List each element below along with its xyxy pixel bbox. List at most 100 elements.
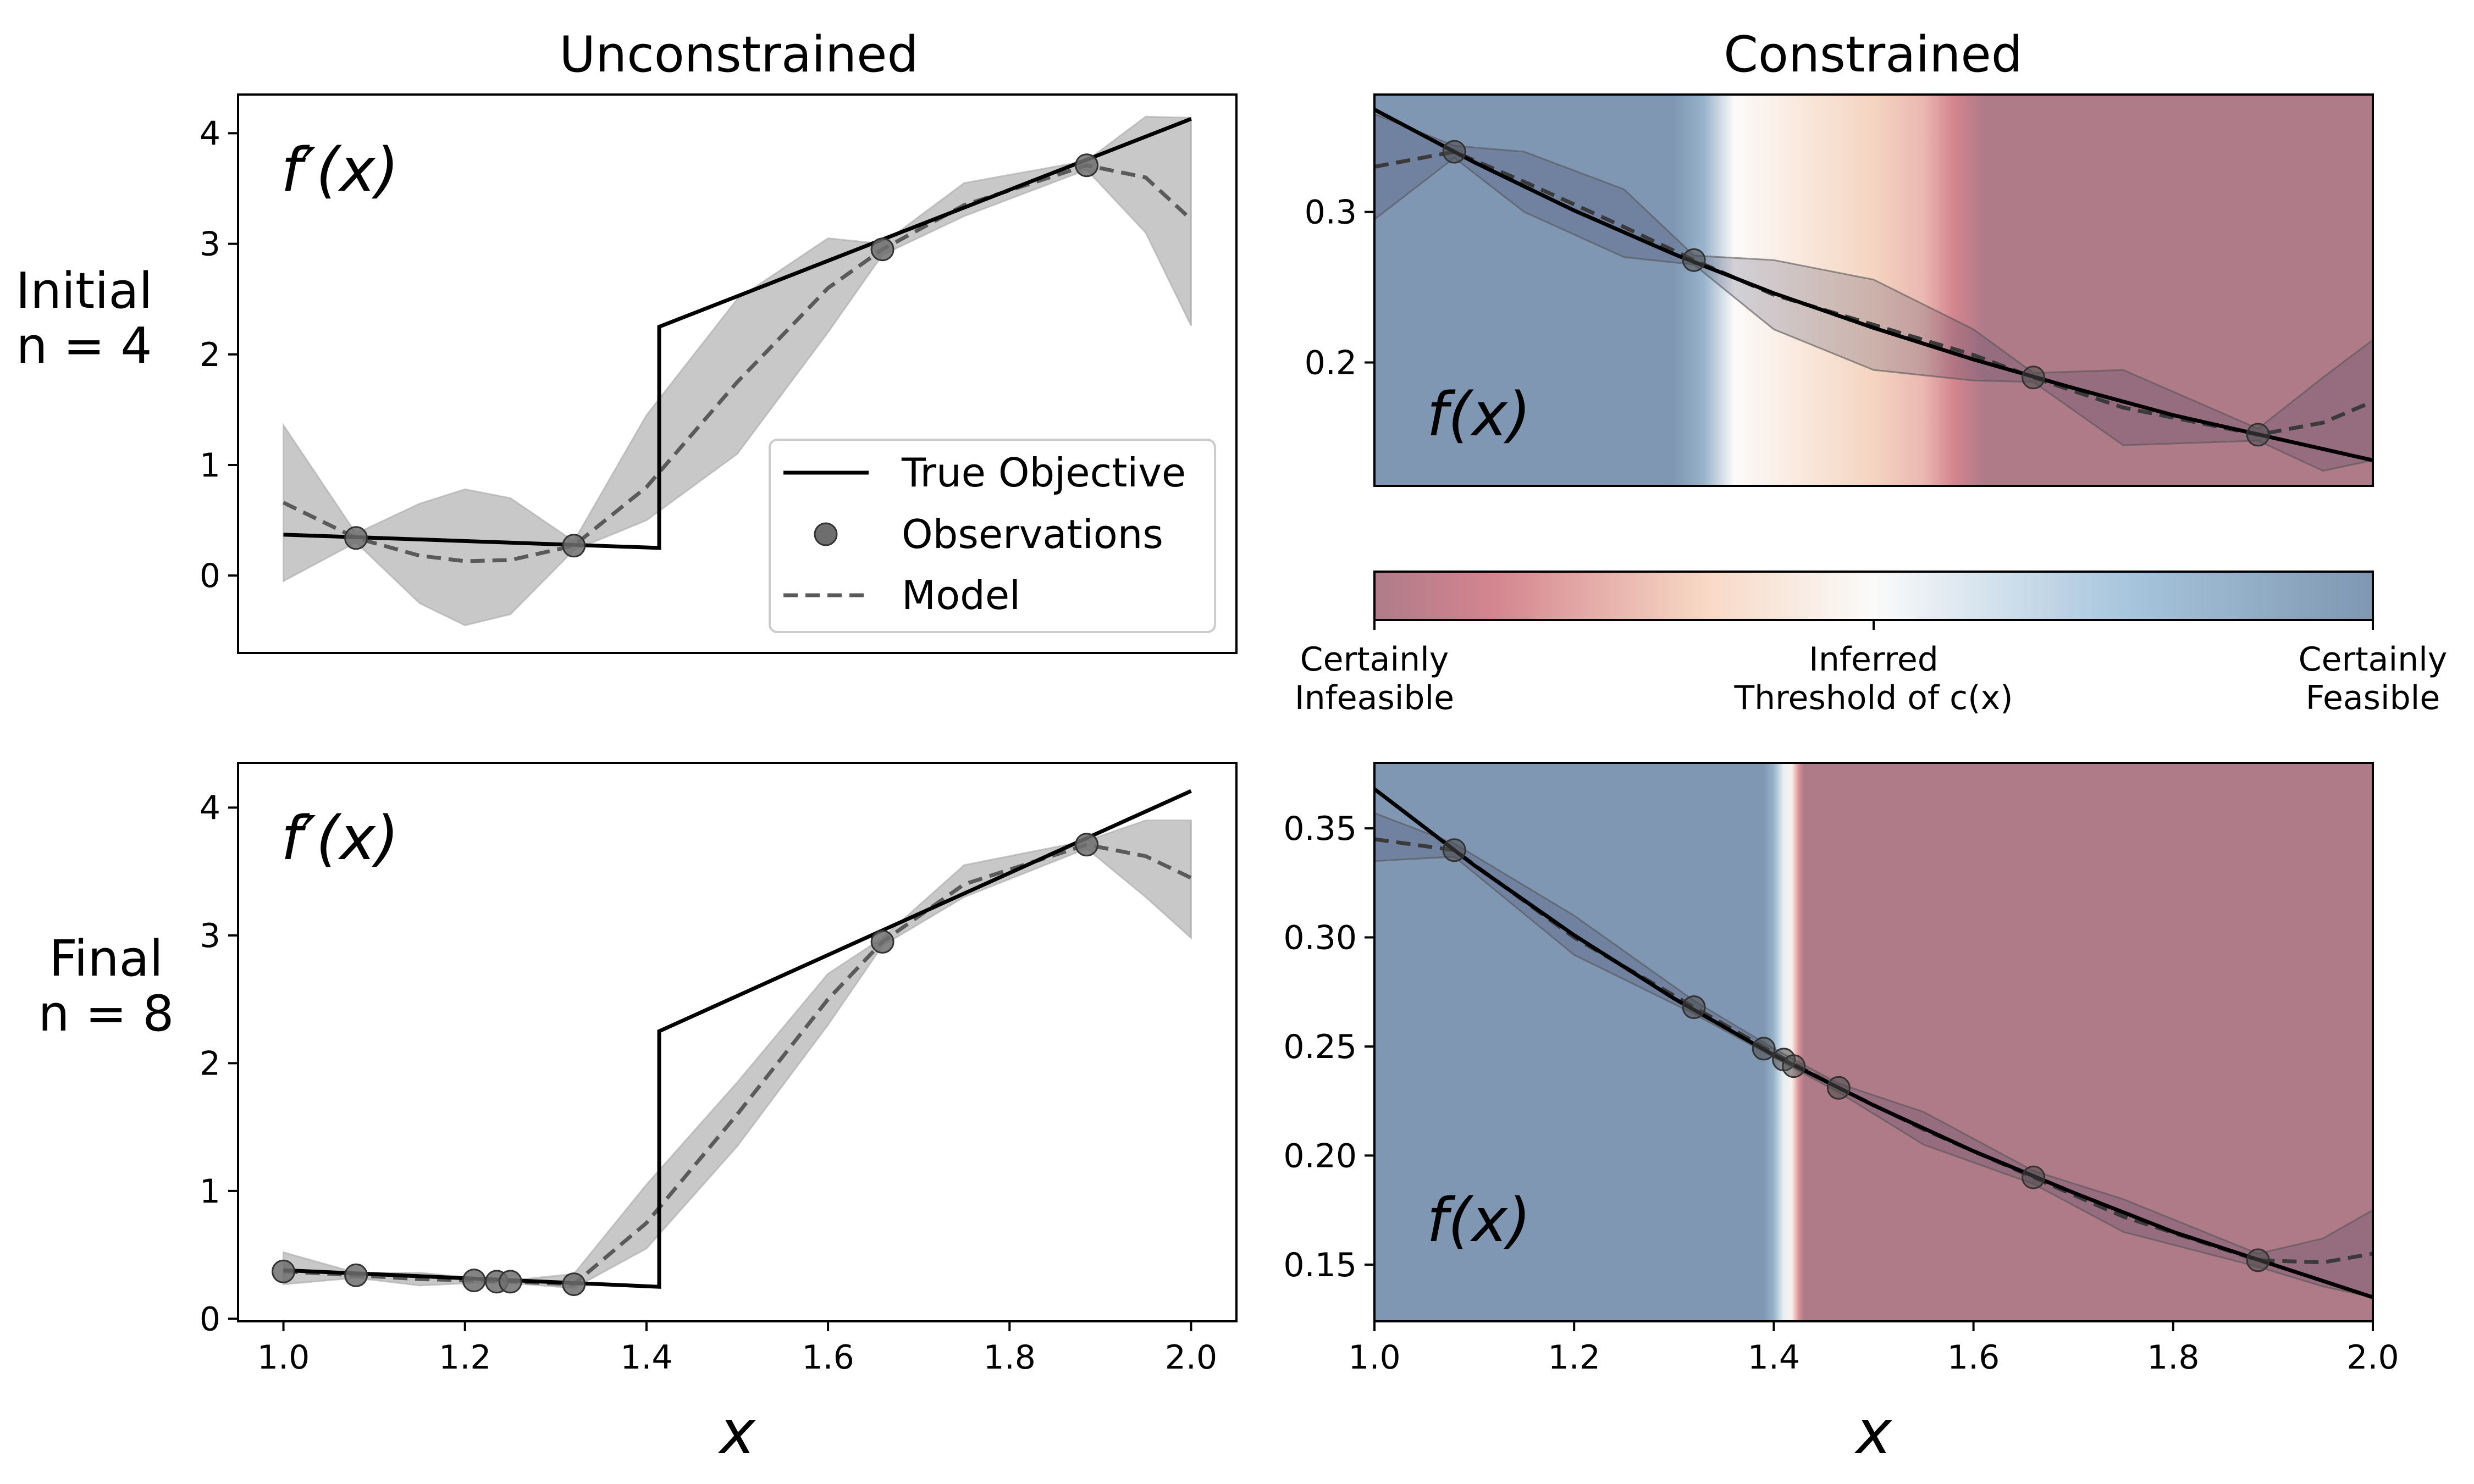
- colorbar-label-infeasible-line2: Infeasible: [1295, 679, 1454, 717]
- row-label-initial-line2: n = 4: [16, 317, 152, 375]
- colorbar-label-feasible-line1: Certainly: [2299, 640, 2448, 679]
- observation-point: [1075, 833, 1099, 857]
- feasibility-background: [1374, 95, 2373, 486]
- column-title-constrained: Constrained: [1724, 26, 2023, 84]
- colorbar-label-feasible-line2: Feasible: [2306, 679, 2440, 717]
- legend-true-objective-label: True Objective: [901, 450, 1186, 496]
- observation-point: [1782, 1054, 1806, 1078]
- x-tick-label: 1.6: [802, 1338, 854, 1377]
- panel-function-label: f(x): [1427, 1185, 1531, 1255]
- observation-point: [562, 1272, 586, 1297]
- y-tick-label: 2: [200, 1044, 220, 1083]
- x-axis-label: x: [1854, 1397, 1892, 1468]
- panel-function-label: f(x): [1427, 379, 1531, 450]
- x-tick-label: 1.2: [439, 1338, 491, 1377]
- legend-observations-swatch: [814, 522, 838, 546]
- x-tick-label: 1.0: [1348, 1338, 1400, 1377]
- observation-point: [2246, 1248, 2270, 1272]
- x-tick-label: 2.0: [2346, 1338, 2399, 1377]
- confidence-band: [283, 115, 1192, 627]
- y-tick-label: 0.35: [1283, 810, 1357, 848]
- panel-unconstrained-initial: 0 1 2 3 4 f′(x): [200, 93, 1238, 654]
- y-tick-label: 4: [200, 114, 220, 153]
- y-tick-label: 2: [200, 336, 220, 374]
- axes-frame: [237, 93, 1238, 654]
- observation-point: [2022, 366, 2046, 390]
- observation-point: [1075, 153, 1099, 178]
- plot-area: [1374, 763, 2373, 1321]
- observation-point: [1826, 1076, 1851, 1100]
- observation-point: [562, 534, 586, 558]
- axes-frame: [1373, 93, 2374, 487]
- x-tick-label: 1.0: [257, 1338, 310, 1377]
- true-objective-line: [283, 789, 1192, 1289]
- feasibility-background: [1374, 763, 2373, 1321]
- observation-point: [1442, 140, 1466, 164]
- model-mean-line: [283, 843, 1192, 1287]
- plot-area: [272, 789, 1192, 1297]
- true-objective-line: [283, 117, 1192, 550]
- true-objective-line: [1374, 787, 2373, 1299]
- y-tick-label: 3: [200, 225, 220, 264]
- y-tick-label: 0.3: [1305, 193, 1357, 232]
- observation-point: [1682, 248, 1706, 272]
- panel-function-label: f′(x): [281, 803, 399, 873]
- observation-point: [462, 1269, 486, 1293]
- observation-point: [1682, 995, 1706, 1019]
- x-tick-label: 1.8: [984, 1338, 1036, 1377]
- observation-point: [870, 930, 894, 954]
- x-tick-label: 1.8: [2147, 1338, 2199, 1377]
- panel-unconstrained-final: 0 1 2 3 4 1.0 1.2 1.4 1.6 1.8 2.0 x f′(x): [200, 762, 1238, 1468]
- colorbar: Certainly Infeasible Inferred Threshold …: [1295, 571, 2448, 717]
- y-tick-label: 0: [200, 1300, 220, 1338]
- legend-model-label: Model: [902, 572, 1020, 618]
- plot-area: [1374, 95, 2373, 486]
- colorbar-label-threshold-line2: Threshold of c(x): [1734, 679, 2013, 717]
- y-tick-label: 0.20: [1283, 1137, 1357, 1175]
- row-label-final-line1: Final: [49, 930, 163, 988]
- y-tick-label: 4: [200, 789, 220, 827]
- row-label-final-line2: n = 8: [38, 985, 174, 1043]
- axes-frame: [1373, 762, 2374, 1322]
- panel-function-label: f′(x): [281, 135, 399, 205]
- observation-point: [870, 237, 894, 262]
- confidence-band: [1374, 113, 2373, 472]
- x-tick-label: 1.4: [1748, 1338, 1800, 1377]
- observation-point: [1442, 838, 1466, 862]
- confidence-band: [283, 819, 1192, 1289]
- axes-frame: [237, 762, 1238, 1322]
- y-tick-label: 0.30: [1283, 919, 1357, 957]
- legend: True Objective Observations Model: [769, 439, 1216, 633]
- x-tick-label: 1.2: [1548, 1338, 1600, 1377]
- legend-frame: [769, 439, 1216, 633]
- y-tick-label: 1: [200, 1172, 220, 1211]
- observation-point: [344, 526, 368, 550]
- x-tick-label: 2.0: [1165, 1338, 1217, 1377]
- colorbar-label-infeasible-line1: Certainly: [1300, 640, 1449, 679]
- plot-area: [282, 115, 1192, 627]
- legend-observations-label: Observations: [902, 511, 1163, 557]
- observation-point: [2022, 1165, 2046, 1189]
- observation-point: [1752, 1037, 1776, 1061]
- model-mean-line: [282, 163, 1192, 563]
- colorbar-gradient: [1373, 571, 2374, 621]
- row-label-initial-line1: Initial: [15, 262, 152, 320]
- x-axis-label: x: [717, 1397, 756, 1468]
- colorbar-label-threshold-line1: Inferred: [1809, 640, 1939, 679]
- x-tick-label: 1.6: [1947, 1338, 2000, 1377]
- panel-constrained-initial: 0.2 0.3 f(x): [1305, 93, 2374, 487]
- observation-point: [344, 1263, 368, 1287]
- y-tick-label: 0: [200, 557, 220, 595]
- observation-point: [2246, 423, 2270, 447]
- y-tick-label: 3: [200, 917, 220, 955]
- observation-point: [498, 1270, 522, 1294]
- panel-constrained-final: 0.15 0.20 0.25 0.30 0.35 1.0 1.2 1.4 1.6 1.8 2.0 x f…: [1283, 762, 2399, 1468]
- y-tick-label: 0.15: [1283, 1246, 1357, 1284]
- observation-point: [272, 1259, 295, 1283]
- true-objective-line: [1374, 108, 2373, 462]
- column-title-unconstrained: Unconstrained: [559, 26, 918, 84]
- x-tick-label: 1.4: [620, 1338, 672, 1377]
- y-tick-label: 1: [200, 446, 220, 485]
- y-tick-label: 0.2: [1305, 344, 1357, 382]
